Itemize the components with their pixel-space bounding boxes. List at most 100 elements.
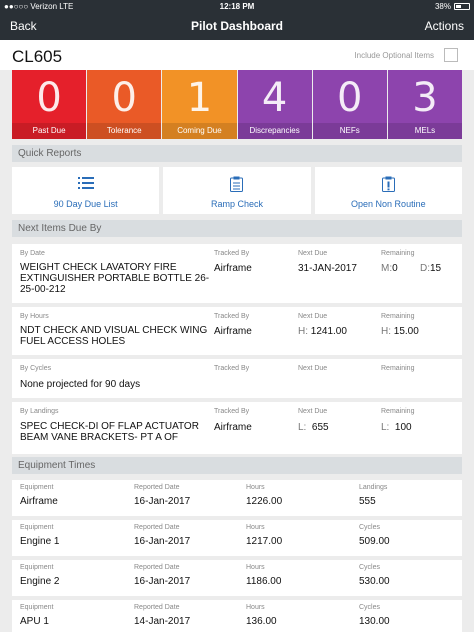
- counter-value: 530.00: [359, 576, 390, 587]
- reported-date: 16-Jan-2017: [134, 576, 191, 587]
- tile-past-due[interactable]: 0 Past Due: [12, 70, 87, 139]
- hours-label: Hours: [246, 604, 265, 611]
- tile-label: NEFs: [312, 123, 387, 139]
- counter-label: Cycles: [359, 604, 381, 611]
- battery-indicator: 38%: [435, 2, 470, 11]
- tile-tolerance[interactable]: 0 Tolerance: [87, 70, 162, 139]
- remaining-number: 15.00: [393, 326, 419, 337]
- due-item-type: By Cycles: [20, 365, 52, 372]
- due-item-description: None projected for 90 days: [20, 379, 141, 390]
- next-due-number: 655: [311, 422, 329, 433]
- tile-value: 3: [412, 75, 438, 121]
- reported-date-label: Reported Date: [134, 484, 180, 491]
- tile-label: MELs: [387, 123, 463, 139]
- tile-value: 4: [261, 75, 288, 121]
- tracked-by-label: Tracked By: [214, 365, 250, 372]
- due-item-description: SPEC CHECK-DI OF FLAP ACTUATOR BEAM VANE…: [20, 421, 199, 443]
- reported-date-label: Reported Date: [134, 564, 180, 571]
- remaining-days: D:15: [420, 263, 441, 274]
- equipment-label: Equipment: [20, 524, 54, 531]
- due-item-description: NDT CHECK AND VISUAL CHECK WING FUEL ACC…: [20, 325, 208, 347]
- equipment-label: Equipment: [20, 604, 54, 611]
- hours-label: Hours: [246, 484, 265, 491]
- tile-discrepancies[interactable]: 4 Discrepancies: [237, 70, 312, 139]
- remaining-label: Remaining: [381, 313, 415, 320]
- counter-label: Cycles: [359, 564, 381, 571]
- due-item-description: WEIGHT CHECK LAVATORY FIRE EXTINGUISHER …: [20, 262, 210, 295]
- open-non-routine-button[interactable]: Open Non Routine: [314, 167, 462, 214]
- next-items-header: Next Items Due By: [12, 220, 462, 237]
- hours-label: Hours: [246, 524, 265, 531]
- equipment-row[interactable]: Equipment Reported Date Hours Cycles Eng…: [12, 520, 462, 556]
- remaining-months: M:0: [381, 263, 398, 274]
- next-due-label: Next Due: [298, 250, 328, 257]
- reported-date: 16-Jan-2017: [134, 536, 191, 547]
- hours-value: 1217.00: [246, 536, 283, 547]
- ramp-check-button[interactable]: Ramp Check: [163, 167, 311, 214]
- equipment-row[interactable]: Equipment Reported Date Hours Cycles APU…: [12, 600, 462, 632]
- due-list-button[interactable]: 90 Day Due List: [12, 167, 160, 214]
- tile-coming-due[interactable]: 1 Coming Due: [162, 70, 237, 139]
- clipboard-alert-icon: [315, 176, 462, 192]
- due-item-type: By Landings: [20, 408, 59, 415]
- tile-value: 1: [186, 75, 213, 121]
- next-due-number: 1241.00: [310, 326, 347, 337]
- counter-value: 555: [359, 496, 376, 507]
- tile-label: Discrepancies: [237, 123, 312, 139]
- summary-tiles: 0 Past Due 0 Tolerance 1 Coming Due 4 Di…: [12, 70, 463, 139]
- next-due-label: Next Due: [298, 408, 328, 415]
- tracked-by-value: Airframe: [214, 326, 252, 337]
- back-button[interactable]: Back: [10, 19, 37, 33]
- reported-date-label: Reported Date: [134, 524, 180, 531]
- equipment-label: Equipment: [20, 564, 54, 571]
- remaining-value: 15: [430, 263, 442, 274]
- counter-label: Landings: [359, 484, 388, 491]
- remaining-label: Remaining: [381, 408, 415, 415]
- due-item[interactable]: By Date Tracked By Next Due Remaining WE…: [12, 244, 462, 303]
- battery-percent: 38%: [434, 2, 451, 11]
- reported-date-label: Reported Date: [134, 604, 180, 611]
- tile-mels[interactable]: 3 MELs: [387, 70, 463, 139]
- equipment-header: Equipment Times: [12, 457, 462, 474]
- hours-value: 1186.00: [246, 576, 282, 587]
- next-due-value: 31-JAN-2017: [298, 263, 357, 274]
- equipment-name: Engine 2: [20, 576, 60, 587]
- counter-value: 130.00: [359, 616, 390, 627]
- clipboard-icon: [163, 176, 310, 192]
- equipment-label: Equipment: [20, 484, 54, 491]
- remaining-prefix: D:: [420, 263, 430, 274]
- actions-button[interactable]: Actions: [424, 19, 464, 33]
- next-due-label: Next Due: [298, 365, 328, 372]
- tracked-by-label: Tracked By: [214, 313, 250, 320]
- equipment-name: Engine 1: [20, 536, 60, 547]
- nav-bar: Back Pilot Dashboard Actions: [0, 14, 474, 40]
- due-item[interactable]: By Hours Tracked By Next Due Remaining N…: [12, 307, 462, 355]
- next-due-prefix: L:: [298, 422, 307, 433]
- remaining-prefix: L:: [381, 422, 390, 433]
- tracked-by-label: Tracked By: [214, 250, 250, 257]
- tracked-by-value: Airframe: [214, 422, 252, 433]
- hours-value: 136.00: [246, 616, 277, 627]
- tile-nefs[interactable]: 0 NEFs: [312, 70, 387, 139]
- equipment-row[interactable]: Equipment Reported Date Hours Cycles Eng…: [12, 560, 462, 596]
- page-title: Pilot Dashboard: [190, 19, 283, 33]
- tracked-by-label: Tracked By: [214, 408, 250, 415]
- remaining-label: Remaining: [381, 365, 415, 372]
- equipment-row[interactable]: Equipment Reported Date Hours Landings A…: [12, 480, 462, 516]
- tile-value: 0: [337, 75, 363, 121]
- due-item[interactable]: By Cycles Tracked By Next Due Remaining …: [12, 359, 462, 398]
- hours-label: Hours: [246, 564, 265, 571]
- tile-label: Past Due: [12, 123, 87, 139]
- due-item[interactable]: By Landings Tracked By Next Due Remainin…: [12, 402, 462, 454]
- due-item-type: By Date: [20, 250, 45, 257]
- remaining-number: 100: [394, 422, 412, 433]
- remaining-label: Remaining: [381, 250, 415, 257]
- equipment-name: APU 1: [20, 616, 49, 627]
- open-non-routine-label: Open Non Routine: [351, 199, 426, 209]
- list-icon: [12, 176, 159, 190]
- tile-value: 0: [111, 75, 137, 121]
- hours-value: 1226.00: [246, 496, 283, 507]
- next-due-value: L: 655: [298, 422, 329, 433]
- optional-items-checkbox[interactable]: [444, 48, 458, 62]
- tail-number: CL605: [12, 47, 63, 66]
